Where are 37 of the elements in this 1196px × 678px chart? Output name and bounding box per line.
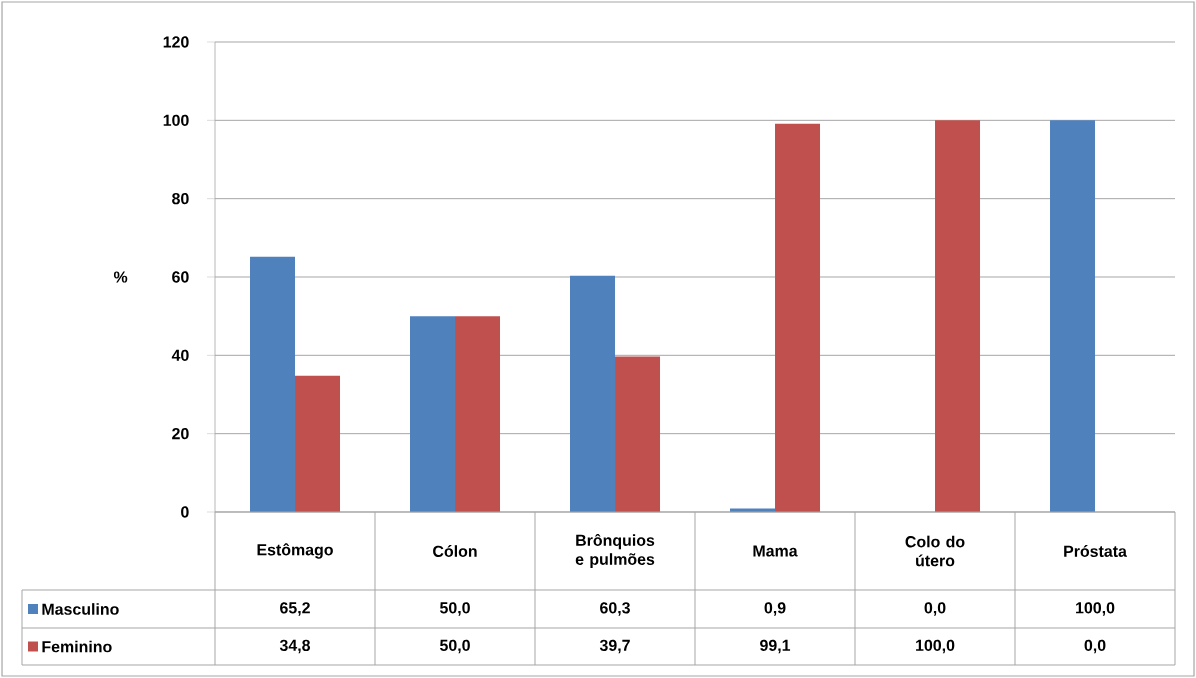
- data-label: 100,0: [1076, 602, 1115, 616]
- data-label: 34,8: [279, 639, 311, 654]
- data-label: 0,9: [764, 602, 786, 616]
- data-label: 50,0: [440, 602, 470, 616]
- bar: [775, 123, 821, 512]
- data-label: 50,0: [440, 639, 470, 654]
- y-tick-label: 0: [181, 506, 189, 518]
- bar: [615, 356, 661, 512]
- data-label: 0,0: [1084, 639, 1106, 654]
- y-tick-label: 40: [171, 349, 189, 361]
- y-tick-label: 100: [163, 114, 189, 126]
- data-label: 60,3: [600, 602, 630, 616]
- y-tick-label: 60: [172, 271, 189, 283]
- bar: [410, 316, 456, 512]
- x-tick-label: Mama: [753, 545, 798, 557]
- x-tick-label: Colo do útero: [905, 535, 965, 567]
- legend-label: Masculino: [42, 603, 119, 615]
- data-label: 100,0: [916, 639, 955, 654]
- data-label: 65,2: [280, 602, 310, 616]
- bar: [295, 375, 341, 512]
- legend-label: Feminino: [42, 640, 112, 653]
- bar: [250, 256, 296, 512]
- x-tick-label: Brônquios e pulmões: [575, 533, 655, 569]
- y-tick-label: 120: [163, 36, 189, 48]
- y-tick-label: 80: [172, 193, 189, 205]
- y-tick-label: 20: [172, 428, 189, 440]
- y-axis-title: %: [113, 271, 128, 283]
- data-label: 0,0: [924, 602, 946, 616]
- data-label: 39,7: [599, 639, 630, 654]
- bar: [1050, 120, 1096, 512]
- bar: [455, 316, 501, 512]
- x-tick-label: Próstata: [1064, 545, 1127, 557]
- bar: [935, 120, 981, 512]
- x-tick-label: Estômago: [257, 543, 333, 559]
- bar: [570, 275, 616, 512]
- data-label: 99,1: [760, 639, 791, 654]
- x-tick-label: Cólon: [433, 545, 477, 557]
